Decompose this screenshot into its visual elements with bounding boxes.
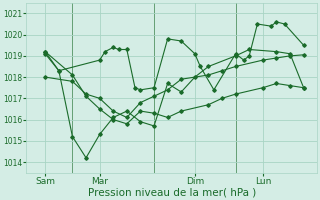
X-axis label: Pression niveau de la mer( hPa ): Pression niveau de la mer( hPa ) [88,187,256,197]
